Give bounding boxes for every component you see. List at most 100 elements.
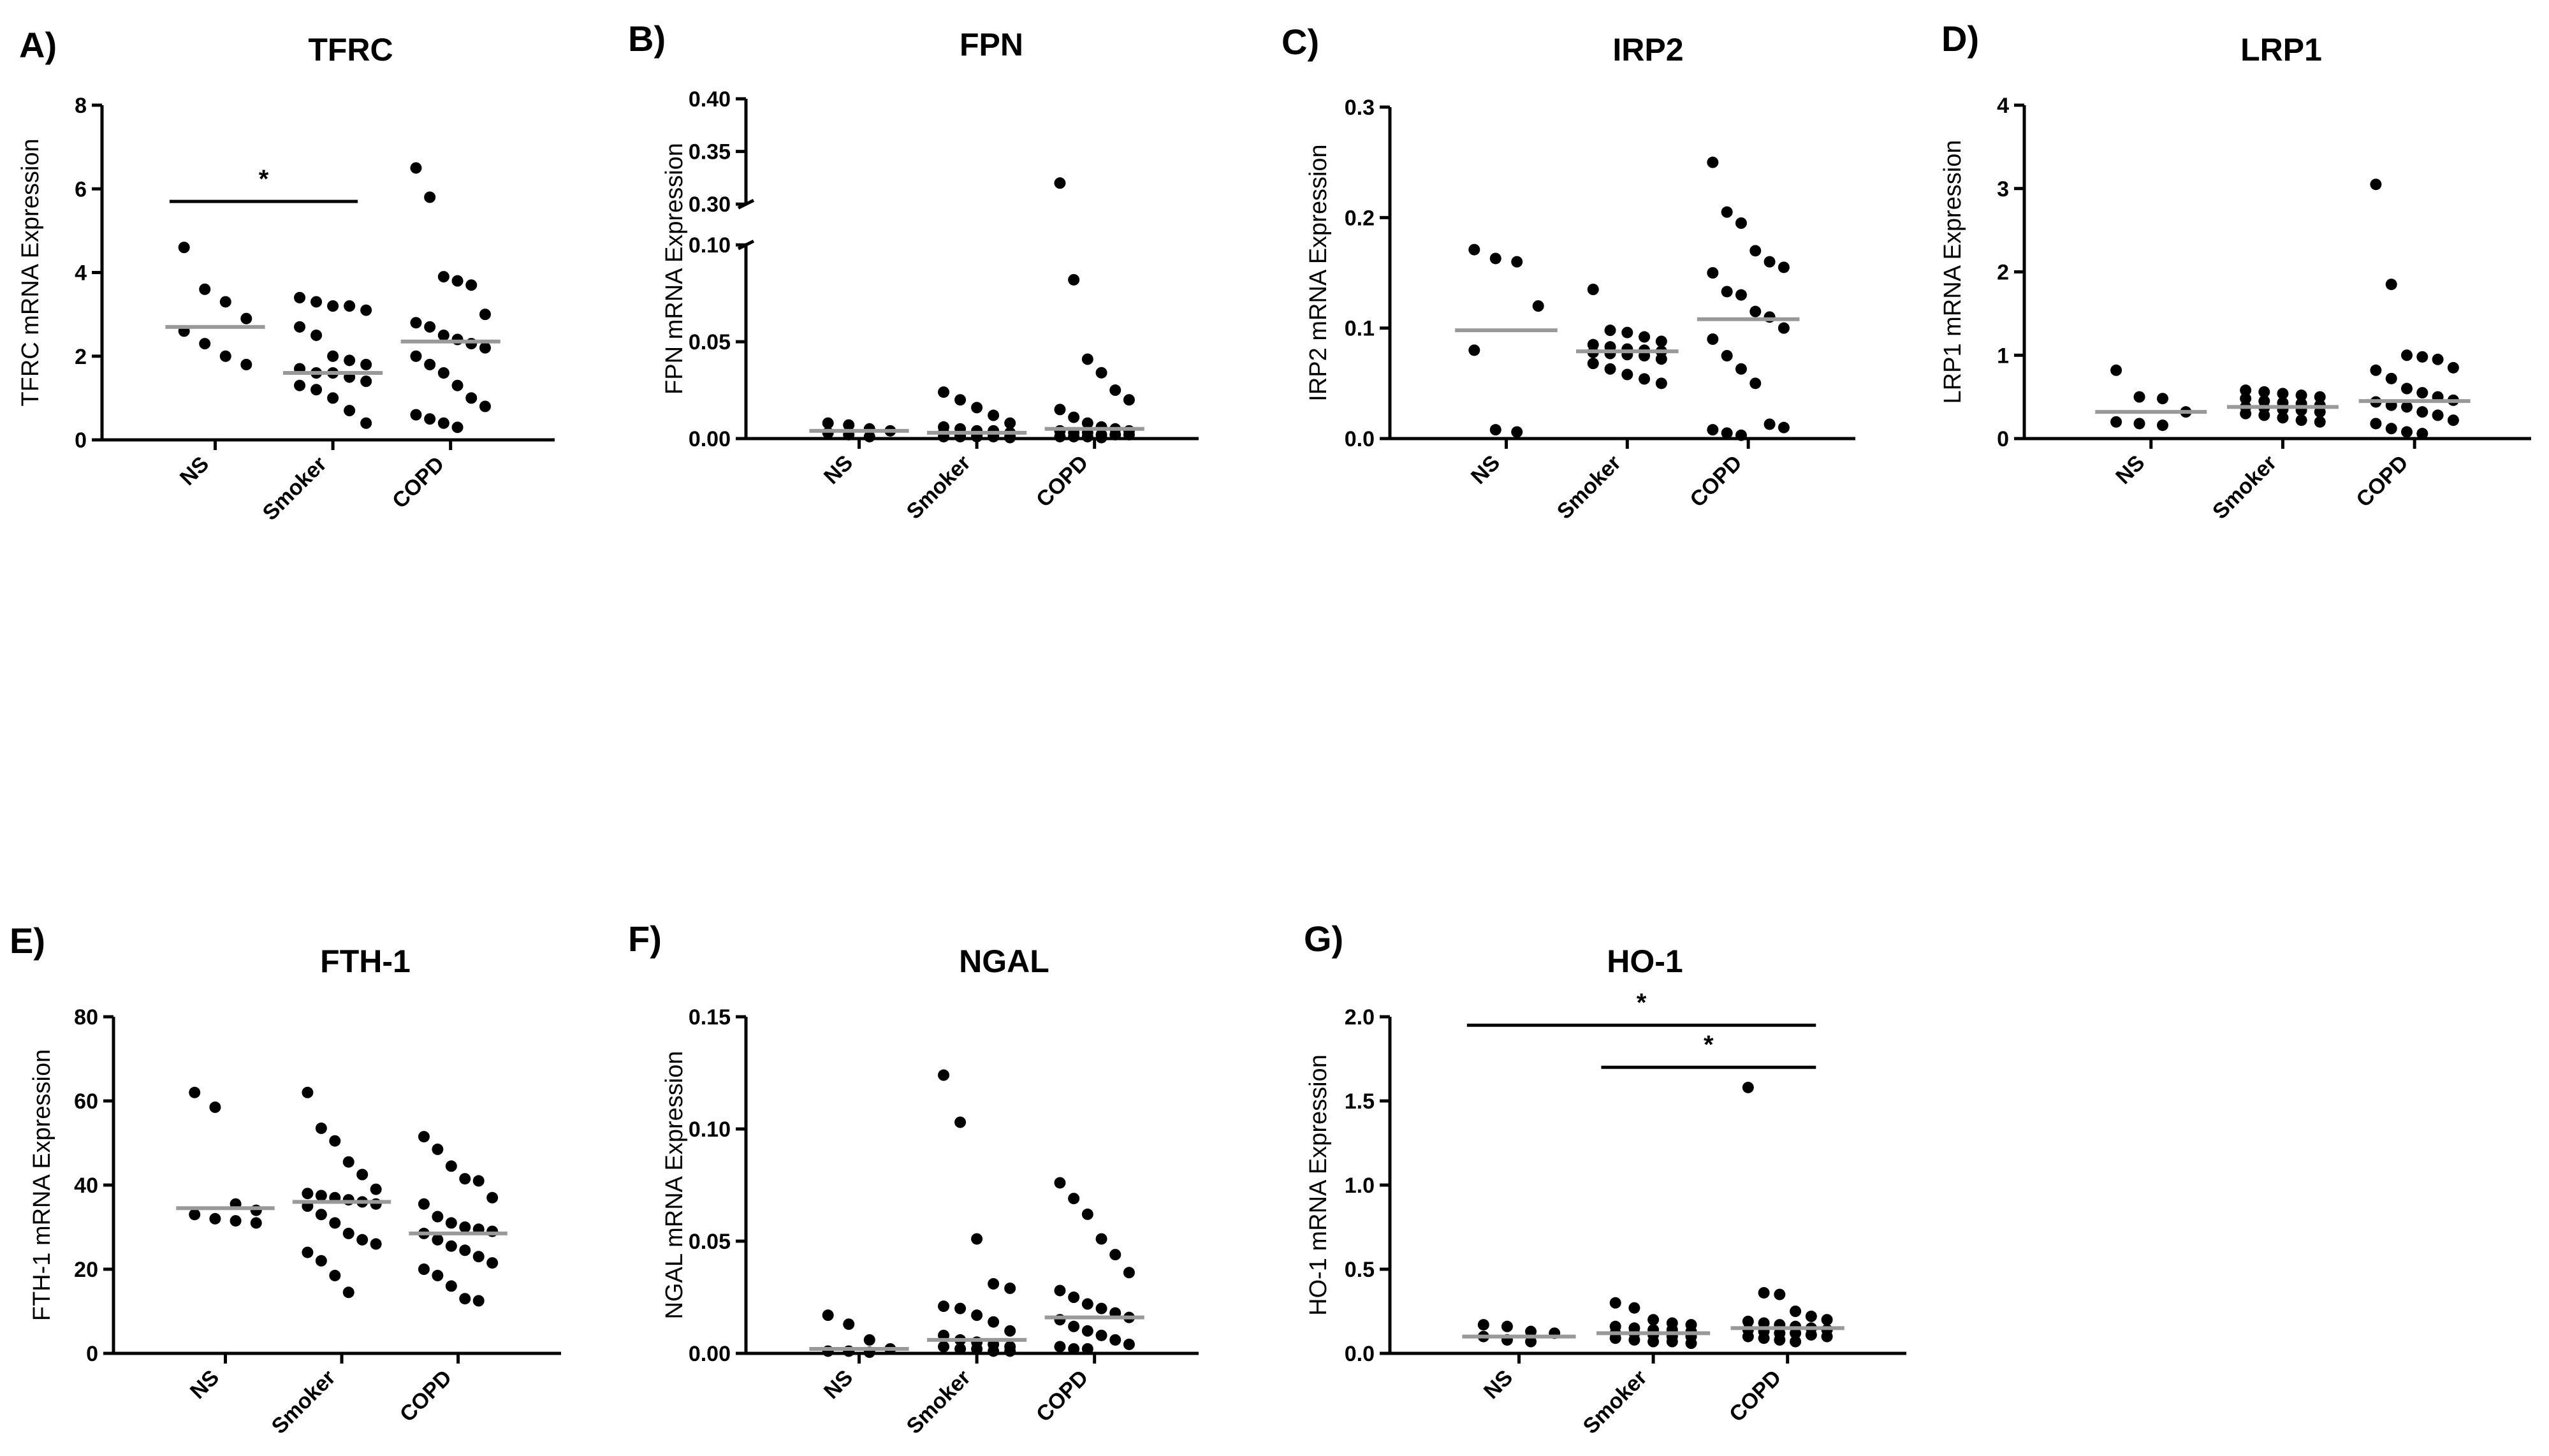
data-point: [424, 413, 436, 425]
data-point: [1628, 1334, 1640, 1346]
y-tick-label-a: 6: [75, 177, 87, 201]
data-point: [1123, 1338, 1135, 1350]
y-axis-label-e: FTH-1 mRNA Expression: [29, 1049, 55, 1321]
data-point: [1068, 1320, 1080, 1332]
data-point: [329, 1217, 341, 1229]
data-point: [1735, 289, 1747, 301]
data-point: [1655, 335, 1667, 347]
data-point: [1790, 1306, 1802, 1317]
panel-e: E) FTH-1 FTH-1 mRNA Expression 0 20 40 60 80 NS S…: [10, 921, 561, 1439]
data-point: [938, 386, 950, 398]
data-point: [315, 1122, 327, 1134]
y-tick-label-a: 2: [75, 345, 87, 369]
data-point: [302, 1246, 314, 1258]
data-point: [360, 304, 372, 316]
y-tick-label-e: 20: [74, 1258, 98, 1282]
data-point: [988, 1345, 1000, 1357]
data-point: [1742, 1315, 1754, 1327]
x-tick-label-e: NS: [186, 1365, 224, 1404]
y-tick-label-f: 0.10: [689, 1117, 731, 1142]
x-tick-label-g: Smoker: [1579, 1365, 1652, 1439]
data-point: [863, 1334, 875, 1346]
series-e-copd: [418, 1131, 499, 1307]
data-point: [479, 342, 491, 354]
data-point: [410, 409, 422, 421]
data-point: [479, 309, 491, 321]
data-point: [2314, 406, 2326, 418]
data-point: [1068, 1343, 1080, 1355]
x-tick-label-g: COPD: [1725, 1365, 1786, 1427]
data-point: [432, 1234, 444, 1246]
series-a-ns: [178, 242, 252, 370]
data-point: [1004, 1345, 1016, 1357]
data-point: [1764, 256, 1776, 268]
data-point: [2432, 409, 2444, 421]
data-point: [1721, 206, 1733, 218]
data-point: [1749, 377, 1762, 389]
data-point: [2277, 412, 2289, 424]
data-point: [418, 1263, 430, 1275]
x-tick-label-f: Smoker: [902, 1365, 975, 1439]
data-point: [315, 1255, 327, 1267]
data-point: [2240, 393, 2252, 405]
data-point: [1778, 322, 1790, 334]
panel-letter-c: C): [1282, 22, 1319, 62]
data-point: [459, 1173, 471, 1185]
x-tick-label-f: NS: [819, 1365, 858, 1404]
y-tick-label-b: 0.40: [689, 87, 731, 112]
data-point: [1054, 430, 1066, 442]
series-e-smoker: [302, 1086, 382, 1299]
y-tick-label-c: 0.0: [1345, 427, 1375, 451]
data-point: [445, 1240, 457, 1252]
y-axis-label-b: FPN mRNA Expression: [661, 143, 688, 395]
data-point: [2314, 416, 2326, 428]
data-point: [479, 400, 491, 412]
data-point: [1054, 404, 1066, 416]
x-tick-label-d: COPD: [2351, 451, 2413, 512]
data-point: [1628, 1302, 1640, 1314]
data-point: [1604, 324, 1616, 337]
x-tick-label-e: COPD: [395, 1365, 456, 1427]
data-point: [315, 1190, 327, 1202]
significance-star-g: *: [1704, 1031, 1714, 1059]
data-point: [418, 1198, 430, 1210]
x-tick-label-c: COPD: [1685, 451, 1746, 512]
y-tick-label-f: 0.05: [689, 1230, 731, 1254]
data-point: [189, 1209, 201, 1221]
data-point: [199, 338, 211, 350]
x-tick-label-e: Smoker: [267, 1365, 340, 1439]
y-tick-label-g: 1.5: [1345, 1089, 1375, 1114]
data-point: [2133, 418, 2145, 430]
panel-letter-e: E): [10, 921, 45, 961]
data-point: [1707, 424, 1719, 436]
significance-star-g: *: [1637, 989, 1647, 1017]
data-point: [1758, 1317, 1770, 1329]
data-point: [1749, 245, 1762, 257]
data-point: [2258, 386, 2270, 398]
data-point: [370, 1238, 382, 1250]
data-point: [2416, 406, 2428, 418]
x-tick-label-a: Smoker: [258, 452, 332, 525]
data-point: [1587, 358, 1599, 370]
data-point: [240, 358, 252, 370]
x-tick-label-c: NS: [1466, 451, 1505, 489]
data-point: [432, 1143, 444, 1155]
data-point: [1095, 367, 1107, 379]
data-point: [1639, 331, 1651, 343]
series-f-smoker: [938, 1069, 1016, 1357]
data-point: [1109, 384, 1121, 397]
series-f-copd: [1054, 1177, 1135, 1355]
data-point: [199, 283, 211, 295]
data-point: [240, 312, 252, 324]
data-point: [1109, 1334, 1121, 1346]
data-point: [1501, 1320, 1513, 1332]
data-point: [2401, 426, 2413, 438]
data-point: [843, 419, 855, 431]
data-point: [1647, 1336, 1660, 1348]
data-point: [2401, 401, 2413, 413]
data-point: [2385, 423, 2397, 435]
data-point: [342, 1156, 354, 1168]
data-point: [971, 1309, 983, 1321]
y-tick-label-g: 2.0: [1345, 1005, 1375, 1030]
data-point: [822, 1309, 834, 1321]
